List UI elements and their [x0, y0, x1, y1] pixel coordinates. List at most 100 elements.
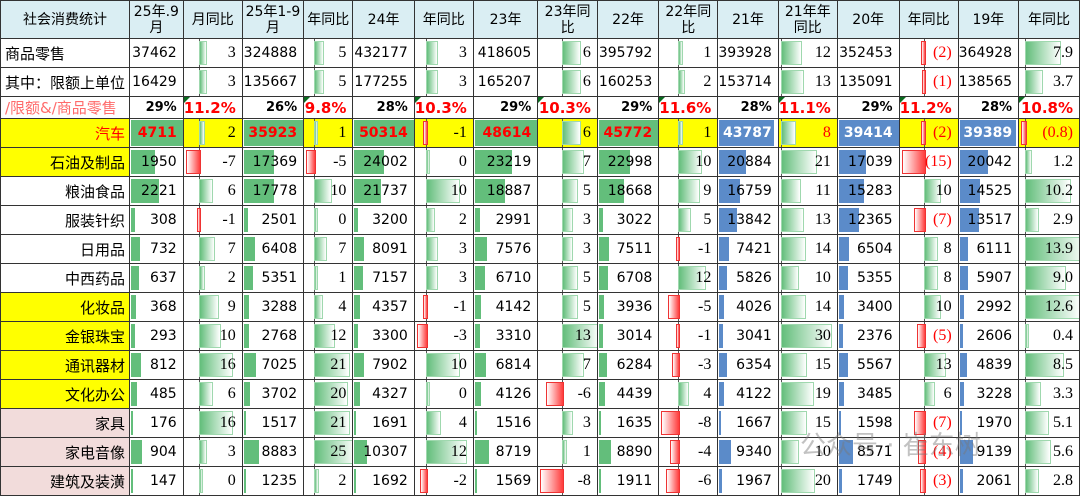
value-cell: 6111 — [957, 234, 1020, 264]
growth-value: 8 — [822, 124, 831, 141]
value-cell: 3014 — [596, 321, 660, 351]
value-cell: 16429 — [129, 67, 184, 97]
value-text: 28% — [980, 100, 1013, 115]
value-cell: 39389 — [957, 118, 1020, 148]
value-cell: 28% — [352, 96, 415, 119]
value-text: 165207 — [477, 74, 532, 90]
data-bar — [243, 469, 246, 493]
data-bar — [719, 440, 732, 464]
value-text: 393928 — [718, 45, 772, 61]
data-bar — [665, 469, 681, 493]
data-bar — [199, 382, 214, 406]
data-bar — [676, 237, 681, 261]
value-text: 7511 — [616, 241, 653, 257]
growth-cell: 20 — [303, 379, 354, 409]
growth-cell: 7 — [182, 234, 243, 264]
table-row: 服装针织 308 -1 2501 0 3200 2 2991 3 3022 5 13842 13 1236… — [0, 205, 1080, 235]
growth-value: 1 — [338, 269, 347, 286]
growth-cell: 13.9 — [1018, 234, 1080, 264]
data-bar — [354, 469, 357, 493]
value-text: 3022 — [616, 212, 653, 228]
value-cell: 1970 — [957, 408, 1020, 438]
growth-cell: 6 — [898, 379, 959, 409]
row-label: 建筑及装潢 — [0, 466, 131, 496]
growth-value: 5.6 — [1053, 443, 1073, 460]
value-text: 153714 — [718, 74, 772, 90]
data-bar — [474, 150, 512, 174]
row-label: 商品零售 — [0, 38, 131, 68]
growth-value: 9.8% — [304, 98, 347, 117]
data-bar — [838, 411, 842, 435]
data-bar — [426, 41, 438, 65]
value-cell: 5826 — [717, 263, 779, 293]
table-row: 汽车 4711 2 35923 1 50314 -1 48614 6 45772 1 43787 8 39… — [0, 118, 1080, 148]
column-header: 21年年同比 — [777, 0, 838, 39]
data-bar — [314, 324, 336, 348]
data-bar — [1024, 70, 1043, 94]
growth-cell: 8 — [898, 263, 959, 293]
growth-value: 5 — [582, 182, 591, 199]
growth-cell: (5) — [898, 321, 959, 351]
value-cell: 28% — [957, 96, 1020, 119]
value-cell: 1516 — [472, 408, 539, 438]
value-cell: 14525 — [957, 176, 1020, 206]
value-text: 48614 — [482, 125, 532, 141]
value-text: 1950 — [141, 154, 177, 170]
growth-value: 15 — [814, 356, 831, 373]
data-bar — [598, 295, 605, 319]
data-bar — [1024, 295, 1079, 319]
value-cell: 3400 — [836, 292, 900, 322]
growth-value: 5 — [582, 269, 591, 286]
value-cell: 4142 — [472, 292, 539, 322]
data-bar — [1024, 324, 1029, 348]
data-bar — [474, 382, 482, 406]
growth-value: 7.9 — [1053, 44, 1073, 61]
growth-cell: 21 — [303, 408, 354, 438]
value-cell: 1950 — [129, 147, 184, 177]
growth-value: 3.3 — [1053, 385, 1073, 402]
data-bar — [598, 237, 610, 261]
value-text: 1667 — [736, 415, 772, 431]
value-cell: 1667 — [717, 408, 779, 438]
column-header: 年同比 — [413, 0, 474, 39]
growth-value: -1 — [697, 240, 712, 257]
value-text: 50314 — [359, 125, 408, 141]
data-bar — [426, 382, 431, 406]
growth-value: 2 — [338, 472, 347, 489]
data-bar — [1024, 440, 1051, 464]
value-text: 29% — [500, 100, 532, 115]
value-text: 18887 — [486, 183, 532, 199]
value-text: 21737 — [363, 183, 408, 199]
value-text: 3200 — [372, 212, 408, 228]
value-cell: 17039 — [836, 147, 900, 177]
data-bar — [354, 179, 382, 203]
growth-value: 16 — [219, 414, 236, 431]
value-text: 176 — [149, 415, 177, 431]
growth-cell: (15) — [898, 147, 959, 177]
growth-value: 11.1% — [778, 98, 831, 117]
value-text: 904 — [149, 444, 177, 460]
growth-value: (4) — [932, 443, 952, 460]
data-bar — [719, 237, 729, 261]
data-bar — [780, 121, 796, 145]
growth-value: 10.3% — [414, 98, 467, 117]
data-bar — [719, 120, 775, 146]
value-text: 6710 — [495, 270, 532, 286]
table-row: 化妆品 368 9 3288 4 4357 -1 4142 5 3936 -5 4026 14 3400 1… — [0, 292, 1080, 322]
data-bar — [426, 353, 461, 377]
value-cell: 732 — [129, 234, 184, 264]
value-cell: 6708 — [596, 263, 660, 293]
value-text: 12365 — [848, 212, 893, 228]
table-row: 商品零售 37462 3 324888 5 432177 3 418605 6 395792 1 39… — [0, 38, 1080, 68]
value-cell: 4026 — [717, 292, 779, 322]
value-cell: 24002 — [352, 147, 415, 177]
growth-cell: 2 — [413, 205, 474, 235]
value-text: 29% — [621, 100, 653, 115]
value-text: 352453 — [839, 45, 893, 61]
data-bar — [719, 266, 727, 290]
data-bar — [243, 382, 251, 406]
data-bar — [959, 382, 965, 406]
growth-value: 5.1 — [1053, 414, 1073, 431]
table-row: 建筑及装潢 147 0 1235 2 1692 -2 1569 -8 1911 -6 1967 20 17… — [0, 466, 1080, 496]
data-bar — [838, 382, 845, 406]
